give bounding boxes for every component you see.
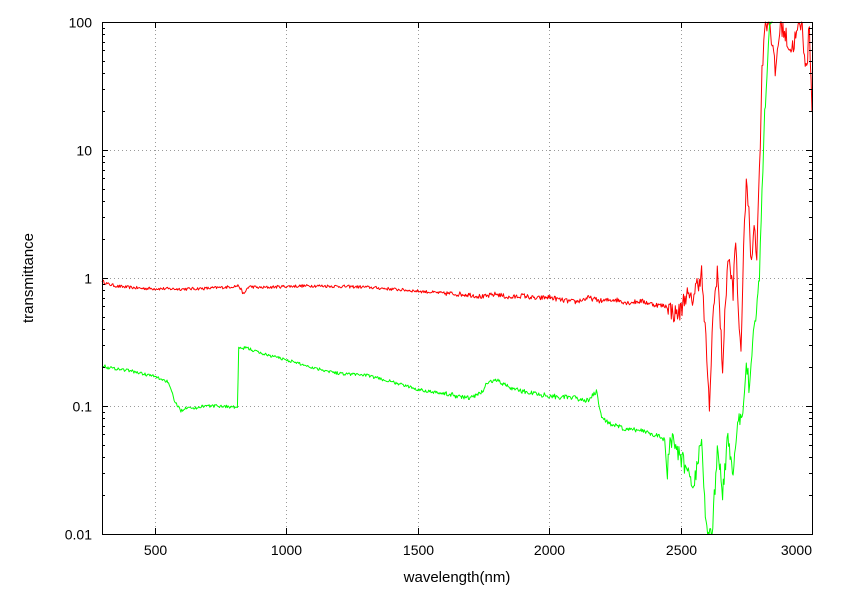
y-tick-label: 1	[84, 271, 92, 287]
y-axis-label: transmittance	[20, 233, 37, 323]
y-tick-label: 10	[76, 143, 92, 159]
x-tick-label: 2500	[666, 542, 697, 558]
y-tick-label: 100	[69, 15, 93, 31]
series-1-line	[101, 21, 813, 412]
plot-area	[101, 21, 813, 535]
series-2-line	[101, 21, 773, 535]
y-tick-label: 0.01	[65, 527, 92, 543]
x-tick-label: 1500	[403, 542, 434, 558]
axis-ticks: 500 1000 1500 2000 2500 3000 0.01 0.1 1 10 100	[65, 15, 813, 558]
grid	[102, 22, 812, 534]
x-axis-label: wavelength(nm)	[403, 569, 511, 586]
y-tick-label: 0.1	[73, 399, 93, 415]
x-tick-label: 1000	[271, 542, 302, 558]
x-tick-label: 2000	[534, 542, 565, 558]
x-tick-label: 500	[144, 542, 168, 558]
x-tick-label: 3000	[781, 542, 812, 558]
